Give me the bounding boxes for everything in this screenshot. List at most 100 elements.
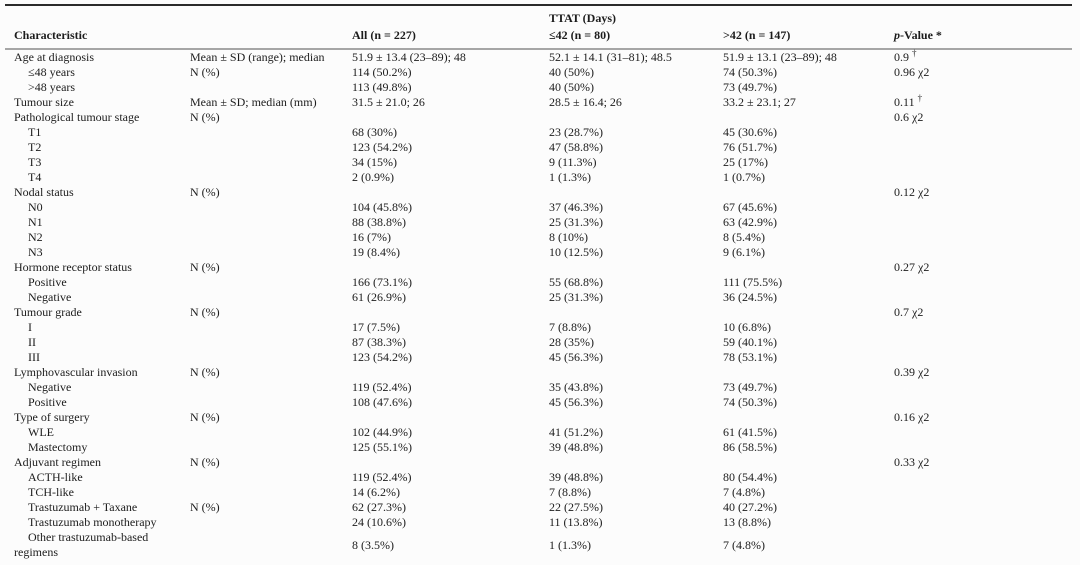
cell-le42: 55 (68.8%) bbox=[549, 275, 603, 289]
cell-gt42 bbox=[714, 455, 885, 470]
row-label: N3 bbox=[28, 245, 43, 259]
row-measure bbox=[181, 275, 343, 290]
row-measure: N (%) bbox=[190, 365, 220, 379]
cell-pvalue: 0.39 χ2 bbox=[894, 365, 930, 379]
cell-all: 34 (15%) bbox=[352, 155, 397, 169]
header-main-row: Characteristic All (n = 227) ≤42 (n = 80… bbox=[5, 27, 1073, 50]
cell-all: 113 (49.8%) bbox=[352, 80, 412, 94]
row-measure: N (%) bbox=[190, 500, 220, 514]
cell-all: 123 (54.2%) bbox=[352, 350, 412, 364]
pvalue-footnote-mark: † bbox=[912, 48, 917, 58]
header-spacer bbox=[343, 5, 540, 27]
col-header-le42: ≤42 (n = 80) bbox=[540, 27, 714, 50]
row-label: Tumour grade bbox=[14, 305, 82, 319]
cell-pvalue bbox=[885, 485, 1072, 500]
cell-pvalue bbox=[885, 515, 1072, 530]
row-measure: N (%) bbox=[190, 455, 220, 469]
col-header-measure bbox=[181, 27, 343, 50]
characteristics-table-wrap: TTAT (Days) Characteristic All (n = 227)… bbox=[5, 4, 1073, 560]
cell-pvalue bbox=[885, 230, 1072, 245]
cell-gt42: 7 (4.8%) bbox=[723, 485, 765, 499]
cell-pvalue: 0.7 χ2 bbox=[894, 305, 924, 319]
table-row: T4 2 (0.9%) 1 (1.3%) 1 (0.7%) bbox=[5, 170, 1072, 185]
cell-pvalue bbox=[885, 320, 1072, 335]
cell-gt42: 45 (30.6%) bbox=[723, 125, 777, 139]
cell-all bbox=[343, 305, 540, 320]
cell-all: 17 (7.5%) bbox=[352, 320, 400, 334]
cell-gt42: 33.2 ± 23.1; 27 bbox=[723, 95, 796, 109]
row-measure bbox=[181, 425, 343, 440]
table-row: Age at diagnosis Mean ± SD (range); media… bbox=[5, 49, 1072, 65]
cell-all bbox=[343, 455, 540, 470]
table-row: Tumour grade N (%) 0.7 χ2 bbox=[5, 305, 1072, 320]
cell-pvalue: 0.12 χ2 bbox=[894, 185, 930, 199]
row-label: Lymphovascular invasion bbox=[14, 365, 138, 379]
row-label: Nodal status bbox=[14, 185, 74, 199]
cell-le42: 10 (12.5%) bbox=[549, 245, 603, 259]
row-measure: Mean ± SD; median (mm) bbox=[190, 95, 317, 109]
table-row: Lymphovascular invasion N (%) 0.39 χ2 bbox=[5, 365, 1072, 380]
header-spacer bbox=[181, 5, 343, 27]
cell-gt42: 8 (5.4%) bbox=[723, 230, 765, 244]
cell-all: 104 (45.8%) bbox=[352, 200, 412, 214]
cell-pvalue bbox=[885, 500, 1072, 515]
cell-all: 119 (52.4%) bbox=[352, 380, 412, 394]
table-row: III 123 (54.2%) 45 (56.3%) 78 (53.1%) bbox=[5, 350, 1072, 365]
cell-le42 bbox=[540, 260, 714, 275]
header-spacer bbox=[885, 5, 1072, 27]
cell-all: 14 (6.2%) bbox=[352, 485, 400, 499]
cell-pvalue bbox=[885, 275, 1072, 290]
row-measure: N (%) bbox=[190, 110, 220, 124]
table-row: Trastuzumab monotherapy 24 (10.6%) 11 (13.… bbox=[5, 515, 1072, 530]
cell-pvalue bbox=[885, 245, 1072, 260]
characteristics-table: TTAT (Days) Characteristic All (n = 227)… bbox=[5, 4, 1073, 560]
cell-le42: 8 (10%) bbox=[549, 230, 588, 244]
cell-gt42: 80 (54.4%) bbox=[723, 470, 777, 484]
row-label: TCH-like bbox=[28, 485, 74, 499]
cell-le42: 41 (51.2%) bbox=[549, 425, 603, 439]
cell-all bbox=[343, 185, 540, 200]
row-label: Pathological tumour stage bbox=[14, 110, 140, 124]
cell-gt42: 9 (6.1%) bbox=[723, 245, 765, 259]
cell-le42: 9 (11.3%) bbox=[549, 155, 597, 169]
table-row: T2 123 (54.2%) 47 (58.8%) 76 (51.7%) bbox=[5, 140, 1072, 155]
cell-gt42: 13 (8.8%) bbox=[723, 515, 771, 529]
cell-all bbox=[343, 365, 540, 380]
row-measure bbox=[181, 350, 343, 365]
cell-all: 102 (44.9%) bbox=[352, 425, 412, 439]
row-measure bbox=[181, 215, 343, 230]
col-header-characteristic: Characteristic bbox=[5, 27, 181, 50]
pvalue-footnote-mark: † bbox=[917, 93, 923, 103]
cell-gt42 bbox=[714, 110, 885, 125]
table-row: Positive 166 (73.1%) 55 (68.8%) 111 (75.5%) bbox=[5, 275, 1072, 290]
table-row: WLE 102 (44.9%) 41 (51.2%) 61 (41.5%) bbox=[5, 425, 1072, 440]
cell-gt42: 40 (27.2%) bbox=[723, 500, 777, 514]
row-label: N0 bbox=[28, 200, 43, 214]
row-label: Other trastuzumab-based regimens bbox=[14, 530, 149, 559]
row-measure bbox=[181, 290, 343, 305]
row-label: T2 bbox=[28, 140, 42, 154]
table-row: N1 88 (38.8%) 25 (31.3%) 63 (42.9%) bbox=[5, 215, 1072, 230]
row-label: Mastectomy bbox=[28, 440, 88, 454]
cell-pvalue: 0.33 χ2 bbox=[894, 455, 930, 469]
cell-gt42 bbox=[714, 305, 885, 320]
cell-gt42: 59 (40.1%) bbox=[723, 335, 777, 349]
row-measure: N (%) bbox=[190, 185, 220, 199]
table-row: T3 34 (15%) 9 (11.3%) 25 (17%) bbox=[5, 155, 1072, 170]
row-label: Negative bbox=[28, 290, 72, 304]
table-header: TTAT (Days) Characteristic All (n = 227)… bbox=[5, 5, 1073, 50]
row-label: III bbox=[28, 350, 40, 364]
row-measure bbox=[181, 155, 343, 170]
table-row: Nodal status N (%) 0.12 χ2 bbox=[5, 185, 1072, 200]
cell-le42: 52.1 ± 14.1 (31–81); 48.5 bbox=[549, 50, 672, 64]
cell-all: 123 (54.2%) bbox=[352, 140, 412, 154]
cell-all: 62 (27.3%) bbox=[352, 500, 406, 514]
table-body: Age at diagnosis Mean ± SD (range); media… bbox=[5, 49, 1072, 560]
cell-le42: 22 (27.5%) bbox=[549, 500, 603, 514]
cell-gt42 bbox=[714, 410, 885, 425]
row-label: Adjuvant regimen bbox=[14, 455, 101, 469]
cell-all bbox=[343, 110, 540, 125]
table-row: II 87 (38.3%) 28 (35%) 59 (40.1%) bbox=[5, 335, 1072, 350]
cell-le42: 47 (58.8%) bbox=[549, 140, 603, 154]
cell-pvalue bbox=[885, 200, 1072, 215]
